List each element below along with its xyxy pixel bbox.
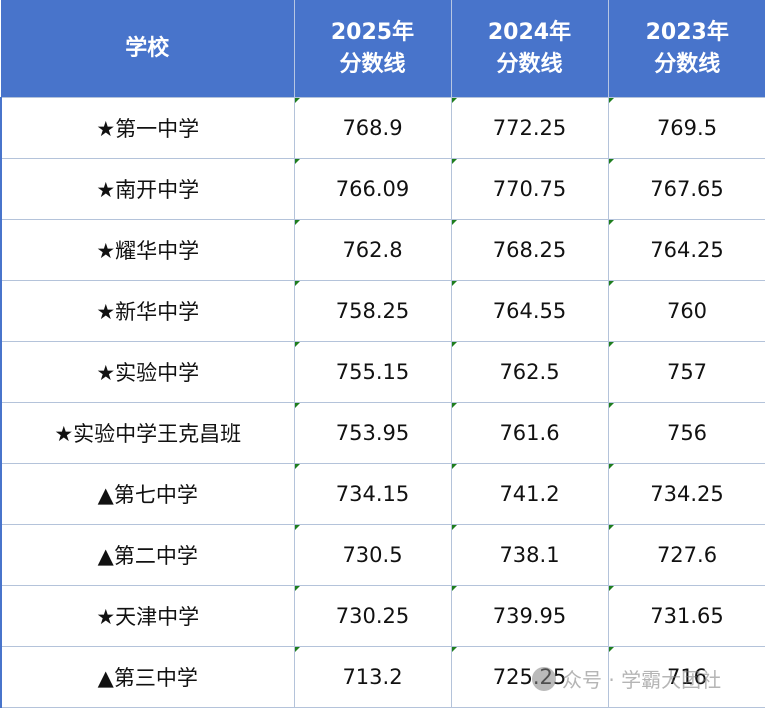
school-name: ★天津中学 xyxy=(0,585,295,647)
school-name: ★第一中学 xyxy=(0,97,295,159)
school-name: ▲第三中学 xyxy=(0,646,295,708)
score-2023: 769.5 xyxy=(607,97,765,159)
school-name: ★实验中学王克昌班 xyxy=(0,402,295,464)
header-2023: 2023年 分数线 xyxy=(608,0,765,98)
table-row: ★天津中学 730.25 739.95 731.65 xyxy=(0,585,765,647)
header-row: 学校 2025年 分数线 2024年 分数线 2023年 分数线 xyxy=(1,0,765,98)
school-name: ★实验中学 xyxy=(0,341,295,403)
score-2024: 761.6 xyxy=(450,402,609,464)
school-name: ★耀华中学 xyxy=(0,219,295,281)
score-2023: 764.25 xyxy=(607,219,765,281)
score-2023: 716 xyxy=(607,646,765,708)
table-row: ★耀华中学 762.8 768.25 764.25 xyxy=(0,219,765,281)
header-2024: 2024年 分数线 xyxy=(451,0,609,98)
table-row: ★南开中学 766.09 770.75 767.65 xyxy=(0,158,765,220)
score-2025: 755.15 xyxy=(293,341,452,403)
score-2023: 760 xyxy=(607,280,765,342)
table-row: ▲第七中学 734.15 741.2 734.25 xyxy=(0,463,765,525)
score-2023: 757 xyxy=(607,341,765,403)
header-2025: 2025年 分数线 xyxy=(294,0,452,98)
score-2025: 713.2 xyxy=(293,646,452,708)
school-name: ★南开中学 xyxy=(0,158,295,220)
score-2025: 762.8 xyxy=(293,219,452,281)
score-2025: 753.95 xyxy=(293,402,452,464)
table-row: ▲第二中学 730.5 738.1 727.6 xyxy=(0,524,765,586)
score-2025: 730.5 xyxy=(293,524,452,586)
score-2025: 766.09 xyxy=(293,158,452,220)
score-2025: 758.25 xyxy=(293,280,452,342)
score-2024: 741.2 xyxy=(450,463,609,525)
score-2024: 738.1 xyxy=(450,524,609,586)
score-2024: 768.25 xyxy=(450,219,609,281)
score-2024: 770.75 xyxy=(450,158,609,220)
score-2025: 730.25 xyxy=(293,585,452,647)
table-row: ★新华中学 758.25 764.55 760 xyxy=(0,280,765,342)
school-name: ★新华中学 xyxy=(0,280,295,342)
score-2025: 768.9 xyxy=(293,97,452,159)
school-name: ▲第二中学 xyxy=(0,524,295,586)
header-school: 学校 xyxy=(1,0,295,98)
score-2023: 727.6 xyxy=(607,524,765,586)
score-2024: 764.55 xyxy=(450,280,609,342)
score-2023: 731.65 xyxy=(607,585,765,647)
school-name: ▲第七中学 xyxy=(0,463,295,525)
score-2025: 734.15 xyxy=(293,463,452,525)
table-row: ▲第三中学 713.2 725.25 716 xyxy=(0,646,765,708)
table-row: ★第一中学 768.9 772.25 769.5 xyxy=(0,97,765,159)
table-row: ★实验中学王克昌班 753.95 761.6 756 xyxy=(0,402,765,464)
score-2023: 734.25 xyxy=(607,463,765,525)
score-2024: 739.95 xyxy=(450,585,609,647)
score-2024: 762.5 xyxy=(450,341,609,403)
score-2023: 767.65 xyxy=(607,158,765,220)
score-2024: 725.25 xyxy=(450,646,609,708)
score-2024: 772.25 xyxy=(450,97,609,159)
score-2023: 756 xyxy=(607,402,765,464)
table-row: ★实验中学 755.15 762.5 757 xyxy=(0,341,765,403)
